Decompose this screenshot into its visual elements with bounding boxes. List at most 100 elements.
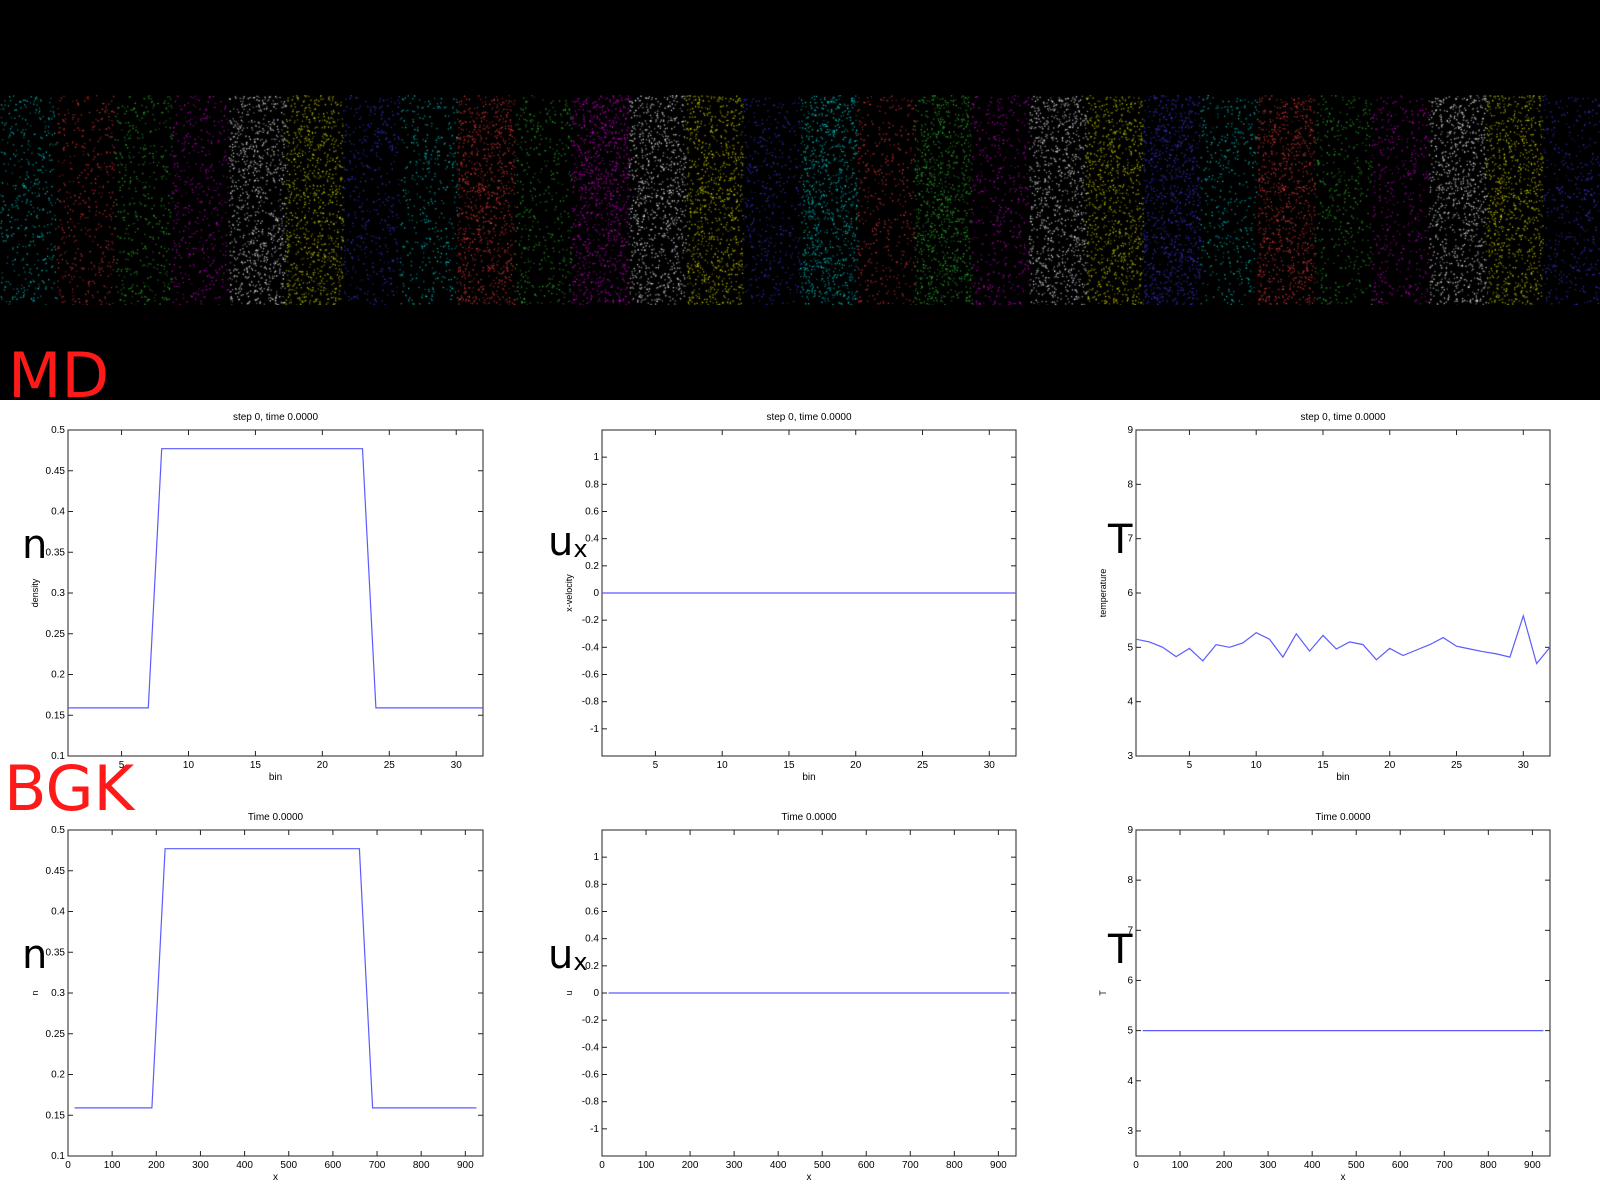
y-tick-label: 0.45 [46,466,66,477]
x-tick-label: 600 [858,1160,875,1171]
x-tick-label: 10 [1251,760,1263,771]
y-tick-label: 0.4 [585,934,599,945]
x-tick-label: 15 [783,760,795,771]
y-tick-label: -0.4 [582,642,600,653]
x-tick-label: 0 [1133,1160,1139,1171]
y-tick-label: 0.2 [585,961,599,972]
chart-panel-2: 3 4 5 6 7 8 9 5 10 15 20 25 30 step 0, time 0.0000 bin… [1098,412,1551,783]
x-tick-label: 10 [717,760,729,771]
y-tick-label: 0.45 [46,866,66,877]
x-tick-label: 600 [325,1160,342,1171]
md-velocity-symbol: ux [548,519,588,565]
y-axis-label: n [30,990,40,995]
y-axis-label: temperature [1098,569,1108,618]
x-axis-label: bin [802,772,815,783]
x-tick-label: 700 [369,1160,386,1171]
y-tick-label: 0.35 [46,947,66,958]
y-tick-label: 0.1 [51,1151,65,1162]
plot-frame [1135,829,1551,1157]
y-tick-label: 0.15 [46,1110,66,1121]
plot-frame [67,429,484,757]
x-tick-label: 25 [1451,760,1463,771]
x-tick-label: 900 [990,1160,1007,1171]
x-tick-label: 400 [1304,1160,1321,1171]
x-tick-label: 5 [653,760,659,771]
chart-panel-0: 0.1 0.15 0.2 0.25 0.3 0.35 0.4 0.45 0.5 5 10 15 20 25… [30,412,484,783]
y-tick-label: -1 [590,1124,599,1135]
chart-title: Time 0.0000 [248,812,304,823]
x-tick-label: 300 [192,1160,209,1171]
chart-panel-4: -1 -0.8 -0.6 -0.4 -0.2 0 0.2 0.4 0.6 0.8 1 0 100 200 3… [564,812,1017,1183]
x-tick-label: 900 [457,1160,474,1171]
y-tick-label: -0.2 [582,1015,600,1026]
x-tick-label: 200 [1216,1160,1233,1171]
x-axis-label: x [273,1172,278,1183]
x-tick-label: 5 [1187,760,1193,771]
series-line [68,448,483,709]
x-tick-label: 300 [1260,1160,1277,1171]
chart-panel-5: 3 4 5 6 7 8 9 0 100 200 300 400 500 600 700 800 900 Time … [1098,812,1551,1183]
x-tick-label: 400 [770,1160,787,1171]
x-tick-label: 200 [148,1160,165,1171]
md-section-label: MD [8,339,110,412]
y-tick-label: 0.5 [51,825,65,836]
bgk-temperature-symbol: T [1108,927,1133,973]
x-tick-label: 15 [1317,760,1329,771]
y-tick-label: 4 [1127,1076,1133,1087]
x-tick-label: 30 [1518,760,1530,771]
chart-panel-3: 0.1 0.15 0.2 0.25 0.3 0.35 0.4 0.45 0.5 0 100 200 30… [30,812,484,1183]
y-tick-label: -0.4 [582,1042,600,1053]
y-tick-label: 7 [1127,534,1133,545]
y-tick-label: 0 [593,588,599,599]
x-tick-label: 25 [917,760,929,771]
x-tick-label: 200 [682,1160,699,1171]
x-axis-label: bin [1336,772,1349,783]
x-tick-label: 20 [317,760,329,771]
y-tick-label: 0.35 [46,547,66,558]
y-tick-label: 0.2 [51,670,65,681]
x-tick-label: 500 [1348,1160,1365,1171]
x-axis-label: bin [269,772,282,783]
series-line [74,848,477,1109]
y-tick-label: 0.25 [46,1029,66,1040]
y-tick-label: 3 [1127,751,1133,762]
y-tick-label: 9 [1127,825,1133,836]
x-tick-label: 700 [1436,1160,1453,1171]
y-tick-label: 0 [593,988,599,999]
chart-title: Time 0.0000 [781,812,837,823]
y-tick-label: 9 [1127,425,1133,436]
y-tick-label: 5 [1127,1026,1133,1037]
y-tick-label: -1 [590,724,599,735]
x-tick-label: 15 [250,760,262,771]
md-temperature-symbol: T [1108,517,1133,563]
y-tick-label: 0.1 [51,751,65,762]
x-tick-label: 800 [413,1160,430,1171]
chart-title: step 0, time 0.0000 [1300,412,1385,423]
y-tick-label: 0.2 [51,1070,65,1081]
y-tick-label: -0.6 [582,670,600,681]
x-tick-label: 500 [280,1160,297,1171]
y-tick-label: 0.3 [51,588,65,599]
y-tick-label: 4 [1127,697,1133,708]
x-tick-label: 30 [984,760,996,771]
y-tick-label: 0.6 [585,907,599,918]
bgk-section-label: BGK [4,752,135,825]
y-tick-label: 6 [1127,588,1133,599]
y-tick-label: 1 [593,452,599,463]
y-tick-label: 8 [1127,875,1133,886]
plot-frame [67,829,484,1157]
x-axis-label: x [807,1172,812,1183]
x-tick-label: 400 [236,1160,253,1171]
x-tick-label: 500 [814,1160,831,1171]
y-tick-label: 7 [1127,925,1133,936]
x-tick-label: 10 [183,760,195,771]
x-axis-label: x [1341,1172,1346,1183]
y-tick-label: 0.4 [51,907,65,918]
y-tick-label: 0.8 [585,479,599,490]
chart-title: step 0, time 0.0000 [233,412,318,423]
x-tick-label: 100 [104,1160,121,1171]
x-tick-label: 900 [1524,1160,1541,1171]
y-tick-label: 6 [1127,975,1133,986]
x-tick-label: 300 [726,1160,743,1171]
y-tick-label: -0.8 [582,697,600,708]
